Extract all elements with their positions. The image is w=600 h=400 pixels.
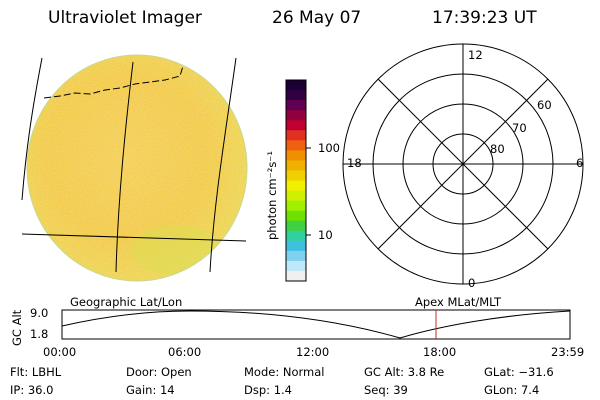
gc-alt-bottom-value: 1.8: [30, 327, 49, 341]
colorbar-band: [286, 270, 306, 282]
colorbar-band: [286, 80, 306, 91]
colorbar-label-10: 10: [318, 228, 333, 242]
status-ip: IP: 36.0: [10, 383, 54, 397]
geo-grid-lines: [21, 57, 247, 273]
mlat-60-label: 60: [537, 98, 552, 112]
status-gain: Gain: 14: [126, 383, 175, 397]
colorbar-unit-label: photon cm⁻²s⁻¹: [265, 151, 279, 240]
status-glat: GLat: −31.6: [484, 365, 554, 379]
image-time: 17:39:23 UT: [432, 8, 537, 28]
colorbar-label-100: 100: [318, 141, 340, 155]
gc-alt-axis-label: GC Alt: [10, 309, 24, 346]
colorbar: [286, 80, 306, 282]
time-tick-label: 12:00: [296, 345, 330, 359]
mlt-12-label: 12: [468, 48, 483, 62]
colorbar-band: [286, 200, 306, 212]
status-filter: Flt: LBHL: [10, 365, 62, 379]
image-date: 26 May 07: [272, 8, 362, 28]
colorbar-frame: [285, 79, 307, 282]
geographic-label: Geographic Lat/Lon: [70, 295, 183, 309]
mlt-18-label: 18: [347, 156, 362, 170]
colorbar-band: [286, 250, 306, 262]
uv-image-disc: [26, 54, 248, 282]
status-gc-alt: GC Alt: 3.8 Re: [364, 365, 445, 379]
orbit-plot: [61, 309, 571, 340]
instrument-title: Ultraviolet Imager: [48, 8, 202, 28]
colorbar-band: [286, 120, 306, 131]
mlt-6-label: 6: [576, 156, 584, 170]
status-glon: GLon: 7.4: [484, 383, 540, 397]
mlat-70-label: 70: [512, 121, 527, 135]
colorbar-band: [286, 140, 306, 151]
time-tick-label: 00:00: [43, 345, 77, 359]
polar-grid: [342, 43, 584, 285]
colorbar-band: [286, 90, 306, 101]
gc-alt-top-value: 9.0: [30, 306, 49, 320]
colorbar-band: [286, 170, 306, 182]
mlat-80-label: 80: [490, 142, 505, 156]
time-tick-label: 06:00: [168, 345, 202, 359]
colorbar-band: [286, 150, 306, 161]
colorbar-band: [286, 110, 306, 121]
colorbar-band: [286, 160, 306, 172]
apex-label: Apex MLat/MLT: [415, 295, 502, 309]
status-seq: Seq: 39: [364, 383, 408, 397]
colorbar-band: [286, 190, 306, 202]
status-door: Door: Open: [126, 365, 192, 379]
colorbar-band: [286, 130, 306, 141]
status-mode: Mode: Normal: [244, 365, 325, 379]
colorbar-band: [286, 100, 306, 111]
colorbar-band: [286, 180, 306, 192]
colorbar-band: [286, 260, 306, 272]
status-dsp: Dsp: 1.4: [244, 383, 292, 397]
colorbar-band: [286, 230, 306, 242]
time-tick-label: 23:59: [551, 345, 585, 359]
mlt-0-label: 0: [468, 276, 476, 290]
colorbar-band: [286, 240, 306, 252]
time-tick-label: 18:00: [423, 345, 457, 359]
colorbar-band: [286, 220, 306, 232]
colorbar-band: [286, 210, 306, 222]
